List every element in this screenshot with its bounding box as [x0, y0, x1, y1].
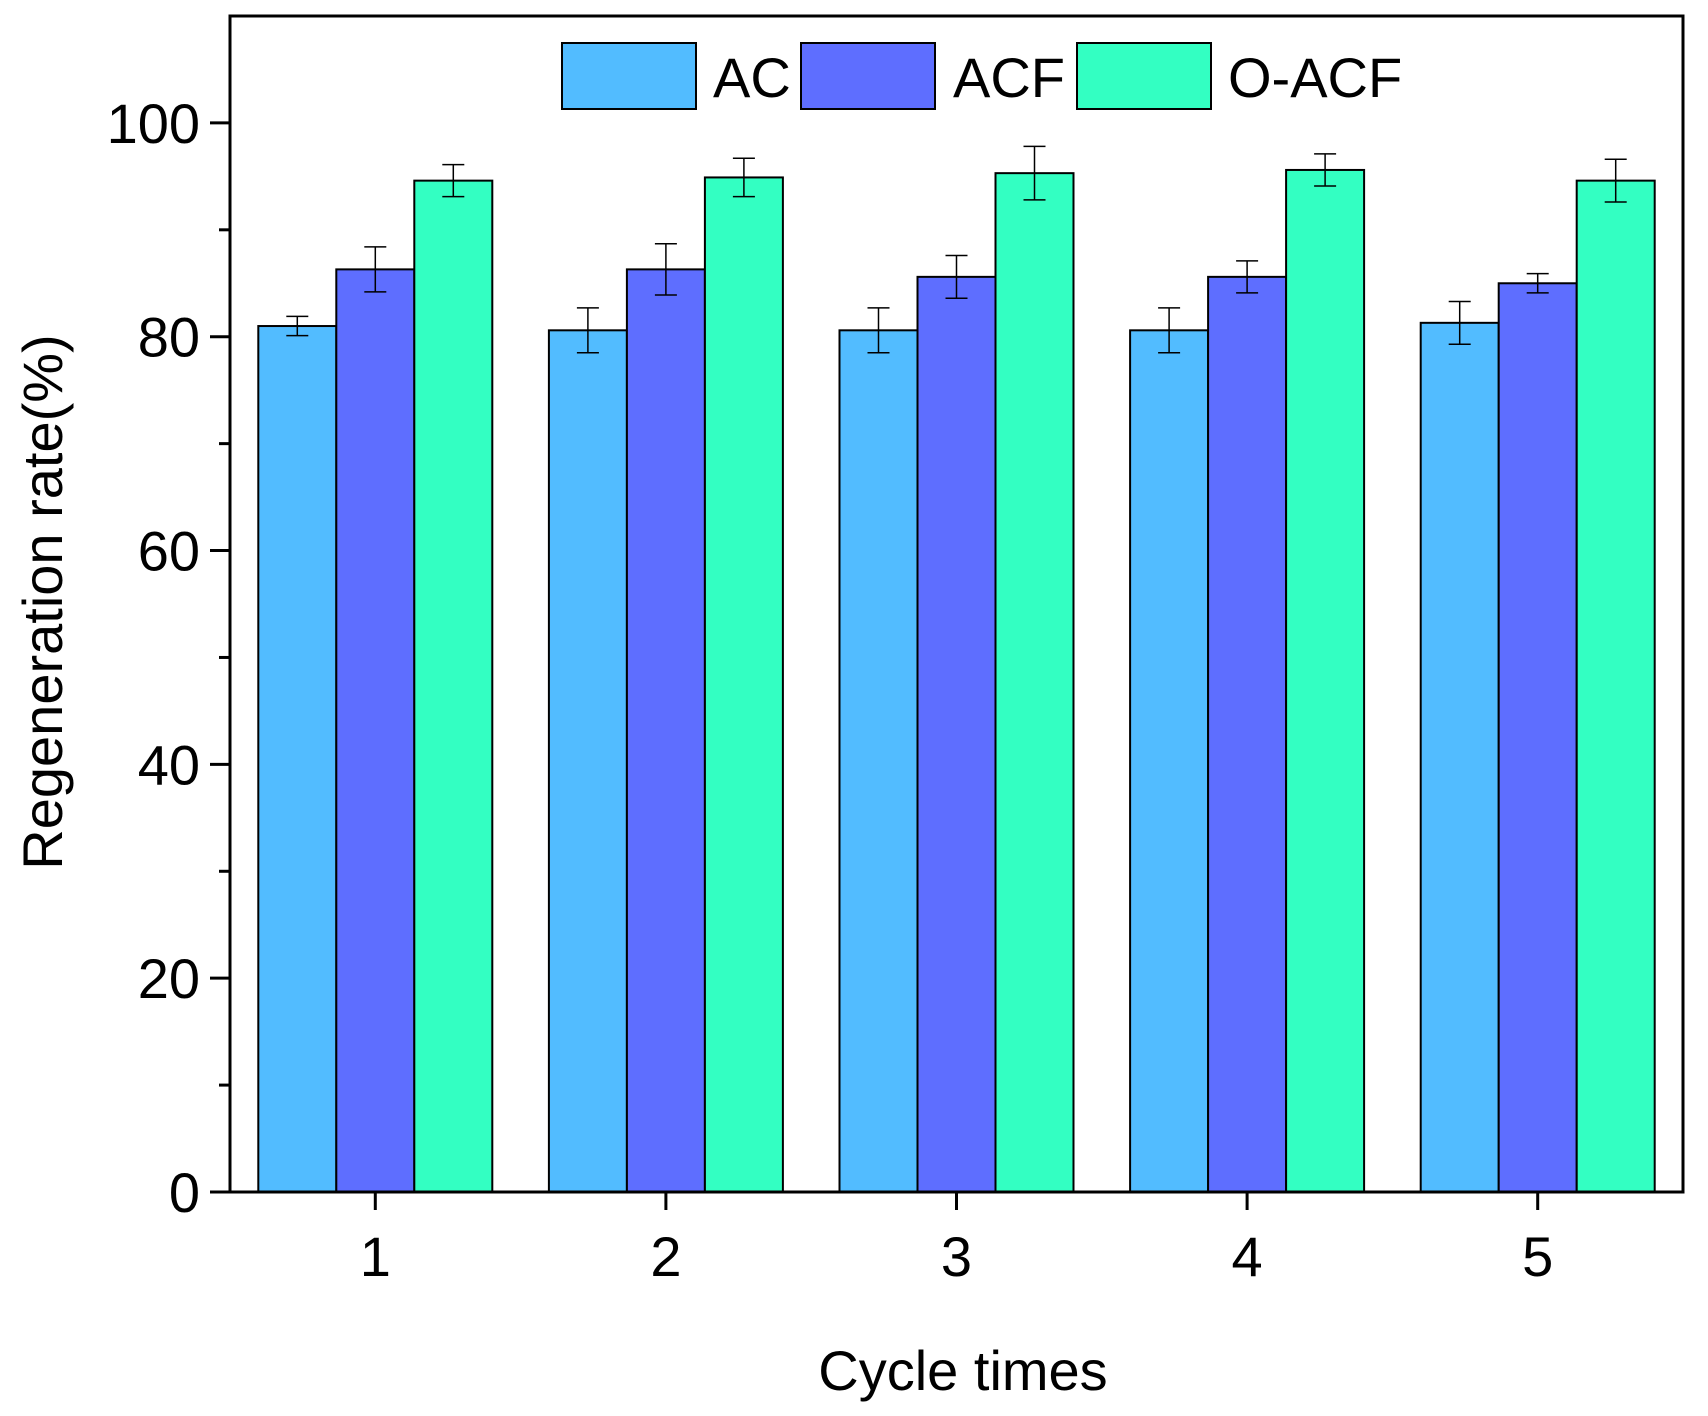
bar-ac-cycle-5: [1419, 321, 1500, 1193]
y-axis-title: Regeneration rate(%): [11, 334, 74, 869]
bar-acf-cycle-5: [1497, 282, 1578, 1194]
axes-layer: 0 20 40 60 80 100 1 2 3 4 5: [107, 14, 1685, 1288]
x-tick-label-2: 2: [650, 1225, 681, 1288]
legend-label-acf: ACF: [953, 46, 1065, 109]
error-bar-ac-cycle-4: [1158, 307, 1181, 354]
error-bar-acf-cycle-2: [654, 242, 677, 296]
y-tick-label-100: 100: [107, 92, 200, 155]
x-axis-title: Cycle times: [818, 1339, 1107, 1402]
bar-ac-cycle-1: [257, 325, 338, 1193]
x-tick-label-1: 1: [360, 1225, 391, 1288]
bar-acf-cycle-4: [1207, 275, 1288, 1194]
legend-item-o-acf: O-ACF: [1076, 42, 1402, 110]
y-tick-label-0: 0: [169, 1161, 200, 1224]
y-tick-label-60: 60: [138, 520, 200, 583]
legend-item-acf: ACF: [800, 42, 1065, 110]
bar-o-acf-cycle-5: [1575, 179, 1656, 1193]
error-bar-acf-cycle-3: [945, 254, 968, 299]
y-tick-label-20: 20: [138, 947, 200, 1010]
error-bar-acf-cycle-5: [1526, 272, 1549, 294]
error-bar-o-acf-cycle-1: [442, 163, 465, 198]
x-tick-label-5: 5: [1522, 1225, 1553, 1288]
legend-swatch-o-acf: [1076, 42, 1212, 110]
y-tick-label-80: 80: [138, 306, 200, 369]
legend-item-ac: AC: [561, 42, 791, 110]
bar-ac-cycle-3: [838, 329, 919, 1193]
error-bar-o-acf-cycle-5: [1604, 158, 1627, 203]
bars-layer: [257, 168, 1656, 1194]
error-bar-ac-cycle-1: [286, 315, 309, 337]
error-bar-acf-cycle-4: [1236, 260, 1259, 294]
bar-acf-cycle-1: [335, 268, 416, 1193]
error-bar-ac-cycle-2: [576, 307, 599, 354]
bar-ac-cycle-4: [1129, 329, 1210, 1193]
legend-label-o-acf: O-ACF: [1228, 46, 1402, 109]
bar-o-acf-cycle-2: [703, 176, 784, 1193]
legend: AC ACF O-ACF: [561, 42, 1402, 110]
error-bar-o-acf-cycle-2: [732, 157, 755, 198]
bar-acf-cycle-3: [916, 275, 997, 1194]
x-tick-label-3: 3: [941, 1225, 972, 1288]
bar-o-acf-cycle-4: [1285, 168, 1366, 1193]
error-bar-ac-cycle-3: [867, 307, 890, 354]
legend-swatch-ac: [561, 42, 697, 110]
error-bar-o-acf-cycle-4: [1314, 153, 1337, 187]
y-tick-label-40: 40: [138, 733, 200, 796]
error-bar-o-acf-cycle-3: [1023, 145, 1046, 201]
error-bar-ac-cycle-5: [1448, 300, 1471, 345]
legend-label-ac: AC: [713, 46, 791, 109]
bar-ac-cycle-2: [547, 329, 628, 1193]
bar-o-acf-cycle-1: [413, 179, 494, 1193]
bar-o-acf-cycle-3: [994, 172, 1075, 1193]
legend-swatch-acf: [800, 42, 936, 110]
bar-acf-cycle-2: [625, 268, 706, 1193]
error-bars-layer: [286, 145, 1627, 354]
x-tick-label-4: 4: [1232, 1225, 1263, 1288]
error-bar-acf-cycle-1: [364, 246, 387, 293]
